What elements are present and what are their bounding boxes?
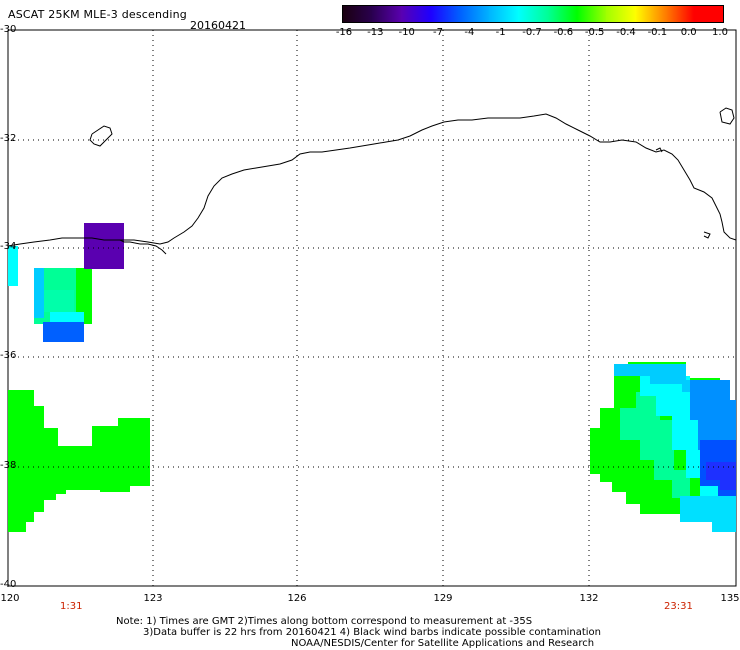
swath-cell: [44, 290, 74, 312]
lon-label: 132: [579, 593, 599, 604]
lat-label: -32: [0, 133, 17, 144]
colorbar-segment: [401, 6, 432, 22]
swath-green-west: [8, 390, 150, 532]
colorbar-tick-label: -0.6: [553, 27, 574, 38]
colorbar-segment: [693, 6, 724, 22]
swath-cell: [50, 312, 84, 324]
plot-frame: [7, 29, 737, 587]
colorbar-segment: [459, 6, 490, 22]
colorbar-segment: [489, 6, 519, 22]
swath-cell: [76, 268, 92, 324]
colorbar: [342, 5, 724, 23]
note-line-2: 3)Data buffer is 22 hrs from 20160421 4)…: [143, 627, 601, 638]
lon-label: 120: [0, 593, 20, 604]
swath-deepblue-east: [706, 462, 736, 490]
colorbar-tick-label: -0.4: [616, 27, 636, 38]
swath-cell: [43, 322, 84, 342]
colorbar-tick-label: 0.0: [680, 27, 697, 38]
time-label-left: 1:31: [60, 601, 83, 612]
colorbar-tick-label: -4: [464, 27, 475, 38]
data-swaths: [8, 223, 736, 532]
product-title: ASCAT 25KM MLE-3 descending: [8, 8, 187, 21]
colorbar-segment: [430, 6, 461, 22]
colorbar-tick-label: -0.5: [584, 27, 605, 38]
lat-label: -36: [0, 350, 17, 361]
swath-cyan-bottom-east: [680, 496, 736, 532]
lat-label: -34: [0, 241, 17, 252]
swath-cell: [84, 223, 124, 269]
swath-cell: [34, 268, 44, 318]
swath-teal-east: [620, 392, 690, 498]
note-line-3: NOAA/NESDIS/Center for Satellite Applica…: [291, 638, 595, 649]
colorbar-segment: [343, 6, 373, 22]
colorbar-tick-label: 1.0: [712, 27, 728, 38]
lon-label: 135: [720, 593, 740, 604]
time-label-right: 23:31: [664, 601, 693, 612]
colorbar-segment: [576, 6, 607, 22]
note-line-1: Note: 1) Times are GMT 2)Times along bot…: [116, 616, 533, 627]
lat-label: -30: [0, 24, 17, 35]
colorbar-segment: [664, 6, 695, 22]
colorbar-tick-label: -13: [367, 27, 384, 38]
colorbar-tick-label: -7: [433, 27, 443, 38]
colorbar-segment: [547, 6, 578, 22]
product-date: 20160421: [190, 19, 246, 32]
swath-cell: [8, 246, 18, 286]
lon-label: 123: [143, 593, 163, 604]
colorbar-segment: [635, 6, 666, 22]
colorbar-segment: [518, 6, 549, 22]
colorbar-segment: [372, 6, 402, 22]
colorbar-tick-label: -0.1: [647, 27, 668, 38]
colorbar-tick-label: -10: [398, 27, 415, 38]
lon-label: 126: [287, 593, 307, 604]
colorbar-tick-label: -0.7: [522, 27, 542, 38]
swath-lightblue-east: [614, 364, 700, 392]
lat-label: -38: [0, 460, 17, 471]
lon-label: 129: [433, 593, 453, 604]
colorbar-segment: [606, 6, 636, 22]
lat-label: -40: [0, 579, 17, 590]
colorbar-tick-label: -16: [335, 27, 353, 38]
colorbar-tick-label: -1: [495, 27, 506, 38]
coastline: [7, 107, 737, 255]
